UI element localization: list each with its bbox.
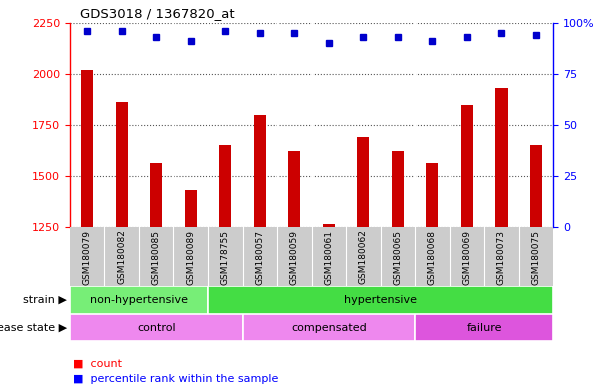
- Bar: [254, 115, 266, 384]
- Bar: [426, 164, 438, 384]
- Bar: [392, 151, 404, 384]
- Text: GSM178755: GSM178755: [221, 230, 230, 285]
- Text: non-hypertensive: non-hypertensive: [90, 295, 188, 305]
- Text: GSM180079: GSM180079: [83, 230, 92, 285]
- Text: GSM180059: GSM180059: [290, 230, 299, 285]
- Bar: [219, 145, 231, 384]
- Bar: [496, 88, 508, 384]
- Text: ■  percentile rank within the sample: ■ percentile rank within the sample: [73, 374, 278, 384]
- Text: ■  count: ■ count: [73, 359, 122, 369]
- Text: disease state ▶: disease state ▶: [0, 323, 67, 333]
- Text: GSM180073: GSM180073: [497, 230, 506, 285]
- Text: hypertensive: hypertensive: [344, 295, 417, 305]
- Text: GSM180057: GSM180057: [255, 230, 264, 285]
- Text: GSM180082: GSM180082: [117, 230, 126, 285]
- Bar: [415, 314, 553, 341]
- Text: GSM180089: GSM180089: [186, 230, 195, 285]
- Bar: [150, 164, 162, 384]
- Bar: [323, 223, 335, 384]
- Text: GSM180068: GSM180068: [428, 230, 437, 285]
- Text: GSM180065: GSM180065: [393, 230, 402, 285]
- Bar: [185, 190, 197, 384]
- Text: GSM180075: GSM180075: [531, 230, 541, 285]
- Text: GDS3018 / 1367820_at: GDS3018 / 1367820_at: [80, 7, 234, 20]
- Bar: [461, 106, 473, 384]
- Text: GSM180062: GSM180062: [359, 230, 368, 285]
- Bar: [530, 145, 542, 384]
- Bar: [358, 137, 370, 384]
- Bar: [70, 286, 208, 314]
- Text: compensated: compensated: [291, 323, 367, 333]
- Text: GSM180085: GSM180085: [152, 230, 161, 285]
- Bar: [116, 103, 128, 384]
- Bar: [81, 70, 93, 384]
- Text: GSM180069: GSM180069: [463, 230, 471, 285]
- Bar: [208, 286, 553, 314]
- Text: failure: failure: [466, 323, 502, 333]
- Text: strain ▶: strain ▶: [23, 295, 67, 305]
- Text: GSM180061: GSM180061: [324, 230, 333, 285]
- Text: control: control: [137, 323, 176, 333]
- Bar: [70, 314, 243, 341]
- Bar: [243, 314, 415, 341]
- Bar: [288, 151, 300, 384]
